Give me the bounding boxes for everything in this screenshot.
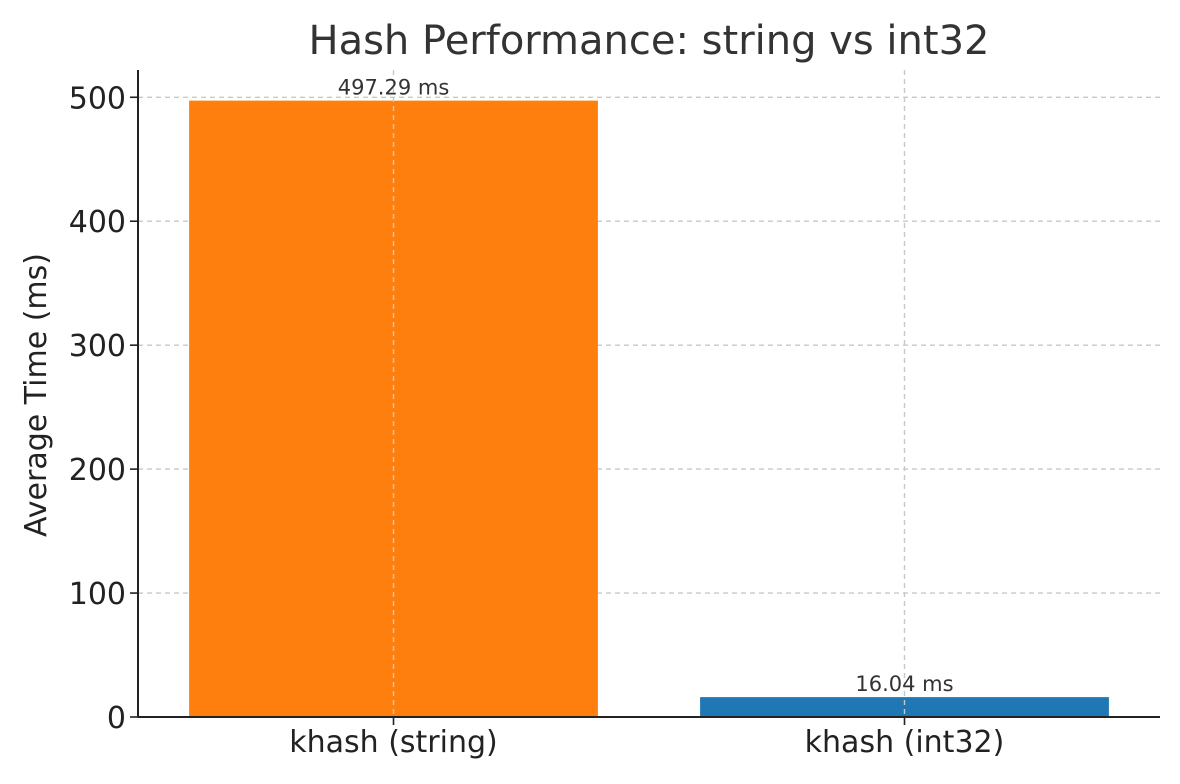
x-tick-label: khash (int32) — [805, 725, 1005, 760]
label-layer: 0 100 200 300 400 500 khash (string) 497.29 ms k… — [69, 76, 1005, 760]
y-tick-label: 200 — [69, 453, 126, 488]
x-tick-label: khash (string) — [289, 725, 497, 760]
y-tick-label: 400 — [69, 205, 126, 240]
y-tick-label: 0 — [107, 701, 126, 736]
y-axis-label: Average Time (ms) — [19, 253, 54, 537]
chart-title: Hash Performance: string vs int32 — [309, 18, 990, 64]
bar-layer — [189, 100, 1109, 718]
y-tick-label: 300 — [69, 329, 126, 364]
y-tick-label: 100 — [69, 577, 126, 612]
bar-khash-int32 — [700, 697, 1109, 717]
bar-value-label: 16.04 ms — [855, 672, 953, 696]
bar-khash-string — [189, 100, 598, 718]
bar-value-label: 497.29 ms — [338, 76, 450, 100]
axis-layer — [130, 70, 1160, 725]
y-tick-label: 500 — [69, 81, 126, 116]
